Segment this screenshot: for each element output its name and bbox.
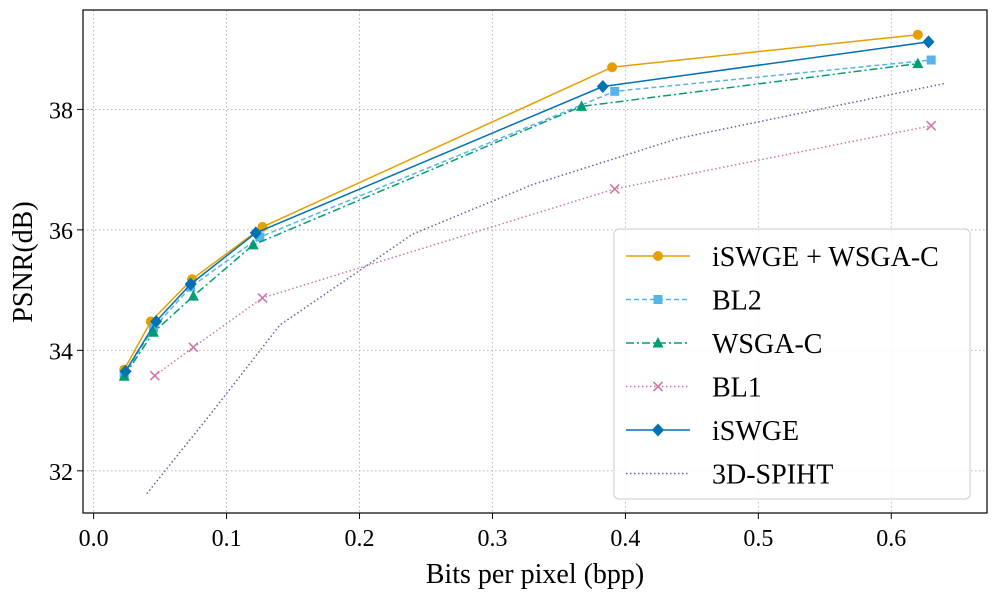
legend-label: iSWGE (712, 416, 799, 447)
data-point-wsga-c (187, 290, 199, 301)
legend-entry-iswge: iSWGE (626, 416, 799, 447)
x-tick-label: 0.5 (743, 526, 773, 552)
x-tick-label: 0.3 (477, 526, 507, 552)
series-line-3d-spiht (146, 82, 945, 495)
legend-entry-bl2: BL2 (626, 286, 762, 317)
legend-entry-bl1: BL1 (626, 373, 762, 404)
legend-marker (652, 337, 664, 348)
y-tick-label: 38 (49, 98, 73, 124)
data-point-iswge (119, 364, 132, 378)
data-point-iswge (150, 314, 163, 328)
legend-label: WSGA-C (712, 329, 822, 360)
legend-label: 3D-SPIHT (712, 460, 833, 491)
series-iswge (119, 35, 935, 378)
legend-label: BL1 (712, 373, 762, 404)
y-tick-label: 34 (49, 339, 73, 365)
legend-label: iSWGE + WSGA-C (712, 242, 939, 273)
data-point-bl2 (255, 232, 265, 242)
data-point-bl2 (926, 55, 936, 65)
data-point-wsga-c (912, 57, 924, 69)
x-tick-label: 0.2 (345, 526, 375, 552)
x-tick-label: 0.0 (79, 526, 109, 552)
legend-label: BL2 (712, 286, 762, 317)
x-tick-label: 0.6 (876, 526, 906, 552)
data-point-bl1 (926, 120, 937, 131)
data-point-iswge-wsga-c (912, 29, 923, 40)
data-point-iswge (596, 80, 609, 94)
legend-entry-iswge-wsga-c: iSWGE + WSGA-C (626, 242, 939, 273)
x-tick-label: 0.4 (610, 526, 640, 552)
data-point-bl1 (149, 370, 160, 381)
legend: iSWGE + WSGA-C BL2 WSGA-C BL1 iSWGE 3D-SPIHT (613, 228, 971, 500)
series-line-wsga-c (123, 62, 918, 377)
series-3d-spiht (146, 82, 945, 495)
series-line-bl2 (123, 59, 932, 375)
x-axis-label: Bits per pixel (bpp) (426, 559, 645, 590)
series-bl1 (149, 120, 937, 381)
data-point-wsga-c (576, 100, 588, 111)
legend-marker (652, 423, 664, 437)
series-line-iswge-wsga-c (123, 33, 918, 370)
data-point-iswge (184, 277, 197, 291)
x-tick-label: 0.1 (212, 526, 242, 552)
y-tick-label: 32 (49, 460, 73, 486)
legend-box (613, 228, 971, 500)
legend-marker (652, 381, 664, 392)
legend-entry-3d-spiht: 3D-SPIHT (626, 460, 833, 491)
y-tick-label: 36 (49, 219, 73, 245)
data-point-iswge (249, 226, 262, 240)
plot-frame (82, 9, 988, 514)
ticks: 0.0 0.1 0.2 0.3 0.4 0.5 0.6 32 34 36 38 (49, 98, 906, 552)
series-line-iswge (124, 41, 929, 372)
data-point-iswge (922, 35, 935, 49)
legend-marker (653, 295, 663, 304)
series-layer (118, 29, 945, 495)
data-point-bl1 (609, 183, 620, 194)
data-point-iswge-wsga-c (607, 62, 618, 73)
data-point-bl1 (188, 342, 199, 353)
legend-entry-wsga-c: WSGA-C (626, 329, 822, 360)
data-point-wsga-c (247, 238, 259, 250)
legend-marker (653, 251, 663, 261)
y-axis-label: PSNR(dB) (8, 201, 39, 322)
data-point-bl1 (257, 292, 268, 304)
data-point-bl2 (610, 86, 620, 96)
data-point-wsga-c (147, 326, 159, 337)
